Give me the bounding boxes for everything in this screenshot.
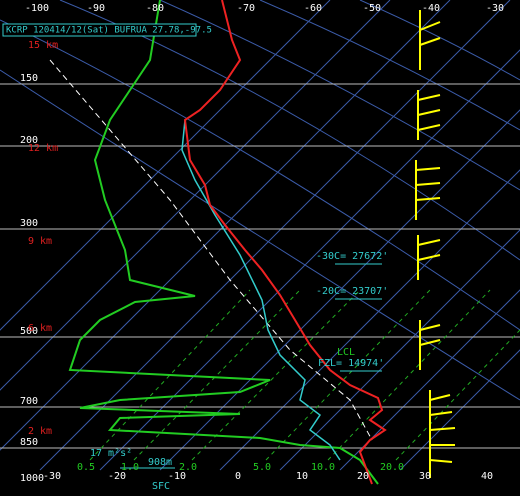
pressure-label: 1000	[20, 473, 44, 484]
pressure-label: 300	[20, 218, 38, 229]
isotherms	[0, 0, 520, 471]
height-label: 2 km	[28, 426, 52, 437]
annotation: -20C= 23707'	[316, 286, 388, 297]
height-label: 9 km	[28, 236, 52, 247]
pressure-label: 150	[20, 73, 38, 84]
parcel-path	[49, 59, 373, 441]
top-axis-label: -50	[363, 3, 381, 14]
height-label: 6 km	[28, 323, 52, 334]
annotation: -30C= 27672'	[316, 251, 388, 262]
pressure-label: 500	[20, 326, 38, 337]
top-axis-label: -70	[237, 3, 255, 14]
bottom-axis-label: 20	[357, 471, 369, 482]
mixing-ratio-label: 0.5	[77, 462, 95, 473]
annotation: SFC	[152, 481, 170, 492]
wind-barbs	[415, 10, 456, 478]
bottom-axis-label: -30	[43, 471, 61, 482]
mixing-ratio-label: 10.0	[311, 462, 335, 473]
header-box	[2, 23, 197, 37]
pressure-label: 700	[20, 396, 38, 407]
bottom-axis-label: -10	[168, 471, 186, 482]
mixing-ratio-label: 5.0	[253, 462, 271, 473]
mixing-ratio-label: 20.0	[380, 462, 404, 473]
annotation: 908m	[148, 457, 172, 468]
adiabats	[0, 0, 520, 401]
top-axis-label: -60	[304, 3, 322, 14]
pressure-label: 850	[20, 437, 38, 448]
bottom-axis-label: 10	[296, 471, 308, 482]
bottom-axis-label: -20	[108, 471, 126, 482]
mixing-ratio-lines	[89, 289, 520, 461]
temperature-trace	[183, 0, 387, 485]
top-axis-label: -80	[146, 3, 164, 14]
station-header: KCRP 120414/12(Sat) BUFRUA 27.78,-97.5	[6, 26, 212, 36]
pressure-label: 200	[20, 135, 38, 146]
mixing-ratio-label: 2.0	[179, 462, 197, 473]
annotation: LCL	[337, 347, 355, 358]
mixing-ratio-label: 1.0	[121, 462, 139, 473]
height-label: 12 km	[28, 143, 58, 154]
bottom-axis-label: 40	[481, 471, 493, 482]
annotation-underlines	[120, 263, 382, 469]
top-axis-label: -30	[486, 3, 504, 14]
bottom-axis-label: 30	[419, 471, 431, 482]
bottom-axis-label: 0	[235, 471, 241, 482]
top-axis-label: -40	[422, 3, 440, 14]
annotation: 17 m²s²	[90, 448, 132, 459]
height-label: 15 km	[28, 40, 58, 51]
green-trace	[68, 0, 379, 485]
top-axis-label: -90	[87, 3, 105, 14]
annotation: FZL= 14974'	[318, 358, 384, 369]
top-axis-label: -100	[25, 3, 49, 14]
dewpoint-trace	[181, 119, 341, 461]
